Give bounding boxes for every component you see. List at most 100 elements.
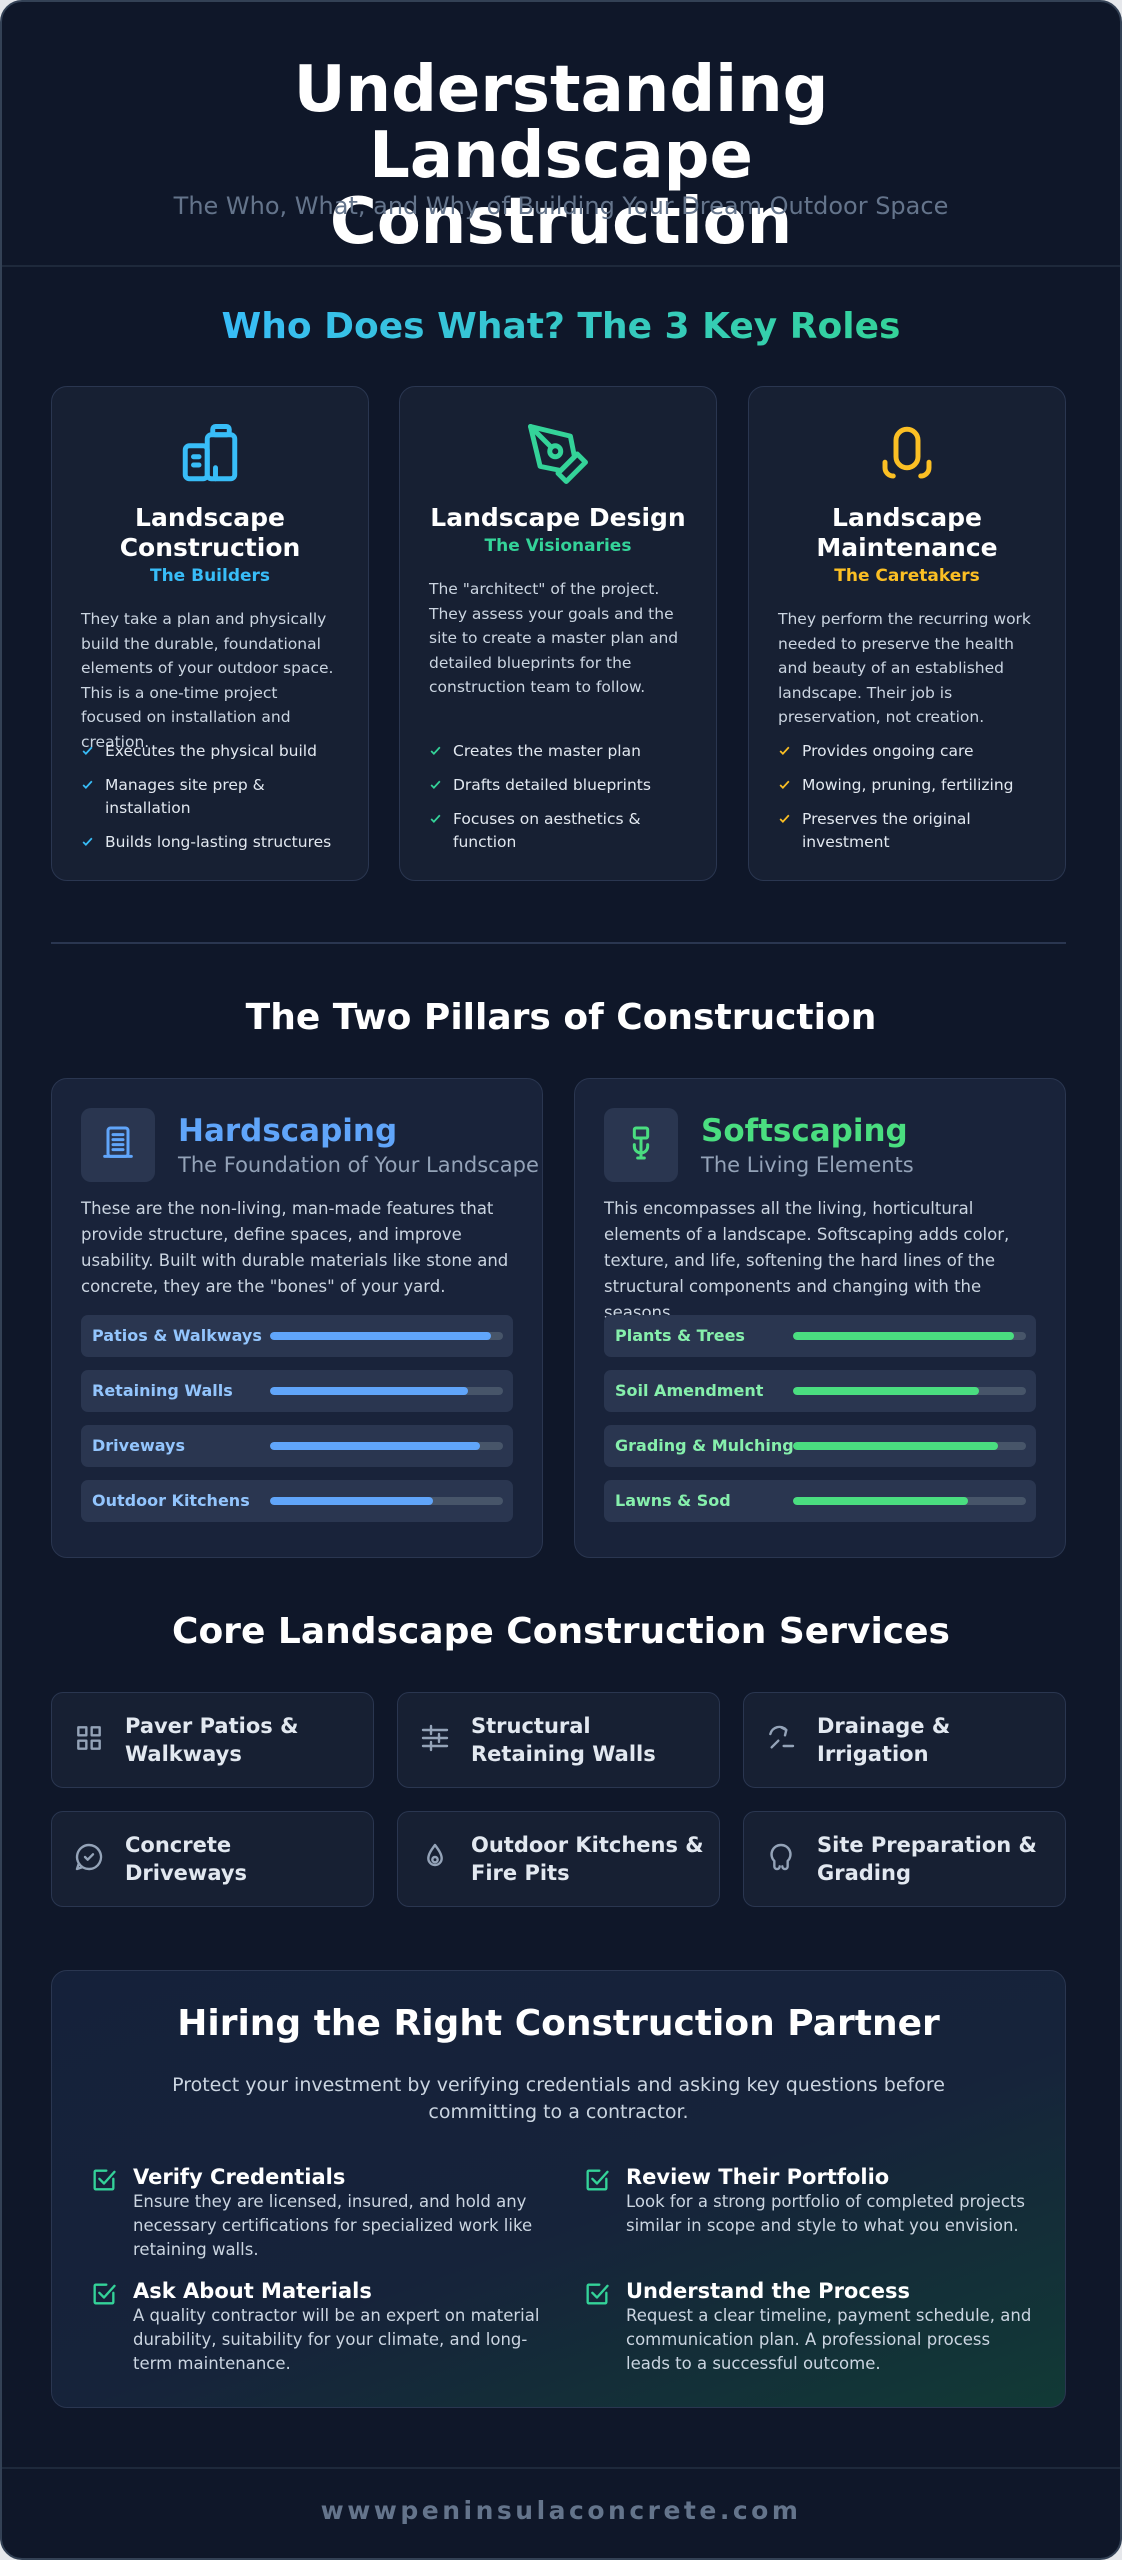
role-point-text: Mowing, pruning, fertilizing — [802, 776, 1014, 794]
service-icon-wrap — [398, 1841, 471, 1877]
check-icon — [429, 775, 442, 798]
pillar-item: Patios & Walkways — [81, 1315, 513, 1357]
checkbox-svg — [93, 2283, 116, 2305]
service-card: Structural Retaining Walls — [397, 1692, 720, 1788]
role-point: Provides ongoing care — [778, 740, 1045, 763]
role-tagline: The Caretakers — [834, 566, 980, 586]
role-icon-svg — [182, 424, 238, 482]
role-point-text: Creates the master plan — [453, 742, 641, 760]
check-box-icon — [583, 2166, 611, 2198]
role-point: Builds long-lasting structures — [81, 831, 348, 854]
pillar-description: This encompasses all the living, horticu… — [604, 1199, 1010, 1322]
service-icon-wrap — [398, 1722, 471, 1758]
service-icon-wrap — [52, 1841, 125, 1877]
progress-fill — [270, 1387, 469, 1395]
service-icon-svg — [769, 1843, 792, 1871]
role-point-text: Preserves the original investment — [802, 810, 971, 851]
role-point-text: Builds long-lasting structures — [105, 833, 332, 851]
page-subtitle: The Who, What, and Why of Building Your … — [173, 192, 949, 220]
role-point: Manages site prep & installation — [81, 774, 348, 820]
pillar-icon-svg — [103, 1126, 133, 1158]
hiring-item-title: Understand the Process — [626, 2279, 911, 2303]
role-description: They perform the recurring work needed t… — [778, 610, 1031, 726]
service-title: Outdoor Kitchens & Fire Pits — [471, 1833, 704, 1885]
service-icon-svg — [76, 1726, 101, 1750]
role-icon-svg — [882, 426, 932, 479]
service-icon-wrap — [744, 1841, 817, 1877]
service-icon — [765, 1722, 797, 1758]
footer-text: wwwpeninsulaconcrete.com — [320, 2496, 802, 2525]
progress-fill — [270, 1332, 492, 1340]
service-title: Structural Retaining Walls — [471, 1714, 656, 1766]
progress-track — [793, 1332, 1026, 1340]
pillar-item-label: Lawns & Sod — [615, 1491, 731, 1510]
hiring-title: Hiring the Right Construction Partner — [177, 2003, 940, 2044]
service-title: Concrete Driveways — [125, 1833, 248, 1885]
service-icon-svg — [426, 1843, 443, 1867]
role-description: The "architect" of the project. They ass… — [429, 580, 679, 696]
role-point-text: Provides ongoing care — [802, 742, 974, 760]
check-icon — [81, 741, 94, 764]
pillar-icon-svg — [632, 1126, 650, 1160]
service-icon-svg — [75, 1843, 102, 1871]
hiring-item-title: Verify Credentials — [133, 2165, 346, 2189]
pillar-item: Outdoor Kitchens — [81, 1480, 513, 1522]
progress-track — [270, 1332, 503, 1340]
progress-track — [793, 1497, 1026, 1505]
role-icon-wrap — [749, 421, 1065, 491]
service-card: Site Preparation & Grading — [743, 1811, 1066, 1907]
hiring-intro: Protect your investment by verifying cre… — [172, 2074, 945, 2123]
checkbox-svg — [586, 2283, 609, 2305]
role-points: Executes the physical build Manages site … — [81, 740, 348, 865]
service-icon-svg — [768, 1725, 794, 1749]
service-title: Site Preparation & Grading — [817, 1833, 1037, 1885]
check-svg — [430, 780, 441, 790]
pillar-icon-box — [604, 1108, 678, 1182]
role-description: They take a plan and physically build th… — [81, 610, 334, 751]
progress-fill — [270, 1497, 434, 1505]
role-icon — [525, 424, 591, 491]
pillar-subtitle: The Living Elements — [701, 1153, 914, 1177]
pillar-item-label: Patios & Walkways — [92, 1326, 262, 1345]
pillar-item: Grading & Mulching — [604, 1425, 1036, 1467]
service-card: Drainage & Irrigation — [743, 1692, 1066, 1788]
hiring-item-text: Request a clear timeline, payment schedu… — [626, 2306, 1032, 2373]
role-icon-wrap — [400, 421, 716, 491]
role-point: Creates the master plan — [429, 740, 696, 763]
page-title: Understanding Landscape Construction — [293, 53, 829, 259]
check-box-icon — [90, 2280, 118, 2312]
service-title: Paver Patios & Walkways — [125, 1714, 299, 1766]
role-point: Preserves the original investment — [778, 808, 1045, 854]
role-tagline: The Builders — [149, 566, 271, 586]
role-point-text: Drafts detailed blueprints — [453, 776, 651, 794]
check-svg — [779, 746, 790, 756]
role-heading: Landscape Design The Visionaries — [420, 503, 696, 559]
role-heading: Landscape Maintenance The Caretakers — [769, 503, 1045, 589]
check-icon — [778, 775, 791, 798]
pillar-item: Plants & Trees — [604, 1315, 1036, 1357]
service-icon-wrap — [744, 1722, 817, 1758]
service-icon-svg — [421, 1724, 448, 1752]
hiring-panel: Hiring the Right Construction Partner Pr… — [51, 1970, 1066, 2408]
pillar-title: Softscaping — [701, 1113, 908, 1149]
section-title: Core Landscape Construction Services — [172, 1611, 950, 1652]
service-icon — [765, 1841, 797, 1877]
role-tagline: The Visionaries — [484, 536, 632, 556]
hiring-item-title: Review Their Portfolio — [626, 2165, 890, 2189]
check-icon — [81, 832, 94, 855]
role-card: Landscape Design The Visionaries The "arch… — [399, 386, 717, 881]
progress-fill — [793, 1332, 1015, 1340]
role-point-text: Focuses on aesthetics & function — [453, 810, 641, 851]
role-card: Landscape Maintenance The Caretakers They … — [748, 386, 1066, 881]
section-title-text: Who Does What? The 3 Key Roles — [221, 306, 901, 347]
check-icon — [81, 775, 94, 798]
role-points: Creates the master plan Drafts detailed b… — [429, 740, 696, 865]
pillar-description: These are the non-living, man-made featu… — [81, 1199, 509, 1296]
service-icon — [419, 1722, 451, 1758]
progress-track — [793, 1442, 1026, 1450]
role-point: Mowing, pruning, fertilizing — [778, 774, 1045, 797]
pillar-icon — [621, 1123, 661, 1167]
check-svg — [779, 814, 790, 824]
role-point: Drafts detailed blueprints — [429, 774, 696, 797]
